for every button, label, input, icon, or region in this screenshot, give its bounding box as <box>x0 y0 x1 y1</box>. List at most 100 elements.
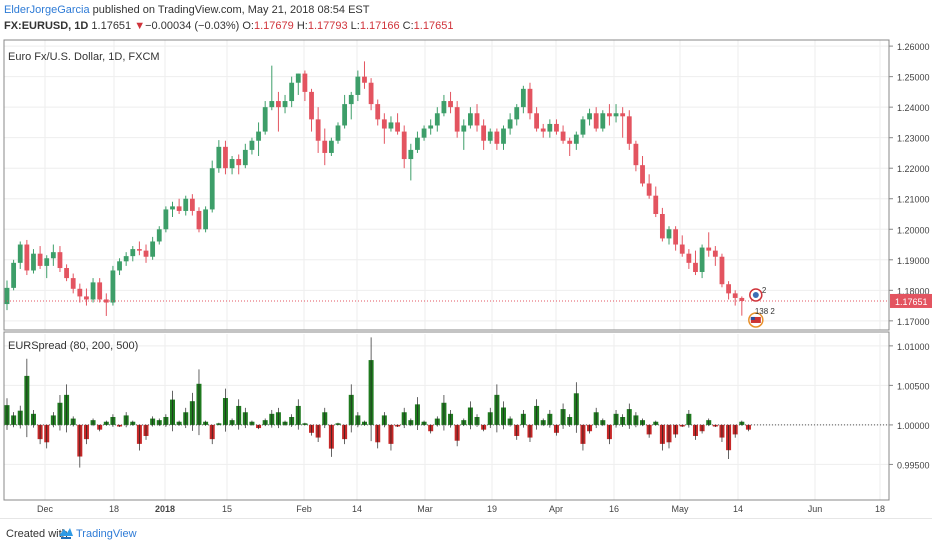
candle-down <box>534 113 539 129</box>
candle-down <box>315 119 321 141</box>
candle-up <box>249 140 255 150</box>
candle-up <box>600 113 606 129</box>
indicator-tick-label: 1.00000 <box>897 421 930 431</box>
candle-down <box>381 119 387 129</box>
indicator-tick-label: 1.00500 <box>897 381 930 391</box>
time-tick-label: 14 <box>733 504 743 514</box>
price-tick-label: 1.25000 <box>897 73 930 83</box>
price-tick-label: 1.20000 <box>897 225 930 235</box>
candle-up <box>269 101 275 108</box>
candle-down <box>143 250 149 257</box>
candle-up <box>242 149 248 166</box>
candle-down <box>732 293 738 298</box>
candle-up <box>183 198 189 211</box>
candle-up <box>348 94 354 105</box>
symbol-name[interactable]: FX:EURUSD, 1D <box>4 20 89 32</box>
candle-up <box>203 209 208 230</box>
candle-up <box>441 101 447 114</box>
candle-up <box>163 209 169 230</box>
candle-up <box>11 262 17 288</box>
candle-up <box>547 123 553 132</box>
candle-up <box>666 229 672 239</box>
close-label: C: <box>402 20 414 32</box>
candle-down <box>176 206 182 211</box>
time-tick-label: Mar <box>417 504 433 514</box>
main-chart-title: Euro Fx/U.S. Dollar, 1D, FXCM <box>8 51 160 63</box>
earnings-flag-dot <box>752 291 759 298</box>
last-price-tag <box>890 293 932 308</box>
candle-up <box>44 258 50 266</box>
time-tick-label: 15 <box>222 504 232 514</box>
price-tick-label: 1.19000 <box>897 256 930 266</box>
candle-down <box>659 214 665 239</box>
chart-marks: 2 138 2 <box>4 61 889 468</box>
candle-up <box>170 206 175 210</box>
published-text: published on TradingView.com, May 21, 20… <box>92 4 370 16</box>
price-tick-label: 1.17000 <box>897 317 930 327</box>
candle-down <box>620 113 626 117</box>
candle-down <box>395 122 400 132</box>
candle-up <box>256 131 261 141</box>
candle-up <box>421 128 427 138</box>
candle-down <box>527 88 533 114</box>
marker-label: 138 2 <box>755 307 776 316</box>
main-pane-frame <box>3 39 890 331</box>
candle-down <box>567 140 573 144</box>
candle-down <box>554 123 559 132</box>
candle-up <box>130 249 136 257</box>
time-tick-label: Dec <box>37 504 54 514</box>
candle-down <box>593 113 599 129</box>
candle-down <box>57 252 63 269</box>
candle-up <box>282 101 288 108</box>
candle-down <box>24 244 30 271</box>
candle-up <box>520 88 526 108</box>
candle-down <box>362 76 367 83</box>
time-tick-label: 14 <box>352 504 362 514</box>
price-tick-label: 1.26000 <box>897 42 930 52</box>
candle-down <box>37 253 43 266</box>
candle-down <box>77 288 83 297</box>
time-tick-label: 18 <box>875 504 885 514</box>
candle-down <box>375 104 381 120</box>
publish-line: ElderJorgeGarcia published on TradingVie… <box>4 2 928 18</box>
candle-up <box>699 247 705 272</box>
candle-down <box>494 131 500 144</box>
candle-up <box>123 256 129 262</box>
candle-up <box>461 125 467 132</box>
candle-down <box>302 73 308 92</box>
candle-down <box>633 143 639 166</box>
candle-up <box>110 270 116 303</box>
candle-down <box>686 253 692 263</box>
author-link[interactable]: ElderJorgeGarcia <box>4 4 90 16</box>
chart-header: ElderJorgeGarcia published on TradingVie… <box>4 2 928 34</box>
candle-down <box>448 101 453 108</box>
candle-down <box>653 195 659 214</box>
candle-down <box>739 297 745 301</box>
time-tick-label: 18 <box>109 504 119 514</box>
candle-up <box>388 122 394 129</box>
candle-up <box>501 128 506 144</box>
down-arrow-icon: ▼ <box>134 20 146 32</box>
price-tick-label: 1.23000 <box>897 134 930 144</box>
candle-up <box>4 287 10 305</box>
candle-down <box>64 268 69 279</box>
time-tick-label: Jun <box>808 504 823 514</box>
candle-up <box>156 229 162 242</box>
candle-up <box>434 113 440 126</box>
chart-area[interactable]: 2 138 2 1.26000 1.25000 1.24000 1.23000 1.220… <box>0 38 932 518</box>
price-tick-label: 1.21000 <box>897 195 930 205</box>
tradingview-brand[interactable]: TradingView <box>76 528 137 540</box>
candle-down <box>368 82 374 105</box>
tradingview-logo-icon[interactable] <box>58 525 74 541</box>
candle-up <box>428 125 434 129</box>
indicator-title: EURSpread (80, 200, 500) <box>8 340 138 352</box>
candle-down <box>70 278 76 289</box>
low-value: 1.17166 <box>359 20 400 32</box>
candle-up <box>17 244 23 263</box>
candle-up <box>335 125 341 141</box>
last-price: 1.17651 <box>91 20 132 32</box>
candle-down <box>626 116 632 144</box>
candle-down <box>679 244 685 254</box>
candle-down <box>706 247 712 251</box>
price-tick-label: 1.24000 <box>897 103 930 113</box>
